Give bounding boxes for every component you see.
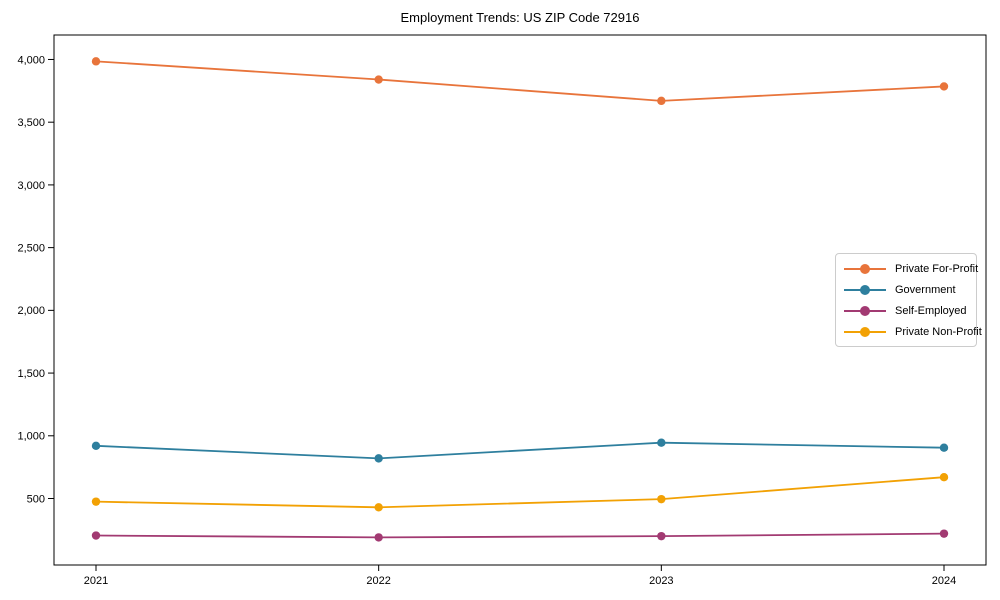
legend-marker <box>844 284 886 295</box>
data-point-marker <box>657 494 666 504</box>
legend-label: Private Non-Profit <box>895 325 982 338</box>
data-point-marker <box>91 57 101 66</box>
data-point-marker <box>939 443 949 452</box>
legend-swatch-dot <box>860 284 870 295</box>
legend-label: Private For-Profit <box>895 262 979 275</box>
series-line <box>95 441 945 460</box>
data-point-marker <box>939 472 949 482</box>
series-line <box>95 476 945 509</box>
y-tick-label: 2,500 <box>17 242 45 254</box>
legend-swatch-dot <box>860 305 870 316</box>
legend-marker <box>844 305 886 316</box>
legend: Private For-Profit Government Self-Employe… <box>835 253 982 347</box>
data-point-marker <box>91 531 101 540</box>
data-point-marker <box>374 533 383 542</box>
data-point-marker <box>657 96 666 106</box>
data-point-marker <box>657 438 666 447</box>
legend-label: Government <box>895 283 956 296</box>
data-point-marker <box>657 531 666 541</box>
legend-item: Government <box>836 281 976 299</box>
chart-title: Employment Trends: US ZIP Code 72916 <box>400 10 640 25</box>
data-point-marker <box>91 497 101 506</box>
x-tick-label: 2021 <box>84 575 108 587</box>
legend-item: Private For-Profit <box>836 260 979 278</box>
x-tick-label: 2024 <box>932 575 956 587</box>
data-point-marker <box>374 454 383 463</box>
legend-marker <box>844 326 886 337</box>
legend-label: Self-Employed <box>895 304 967 317</box>
data-point-marker <box>939 529 949 538</box>
y-tick-label: 3,500 <box>17 117 45 129</box>
data-point-marker <box>939 82 949 91</box>
y-tick-label: 4,000 <box>17 54 45 66</box>
series-line <box>95 532 945 539</box>
legend-marker <box>844 263 886 274</box>
y-tick-label: 500 <box>27 493 45 505</box>
data-point-marker <box>374 75 383 84</box>
plot-frame <box>53 34 987 566</box>
data-point-marker <box>374 503 383 512</box>
y-tick-label: 1,000 <box>17 431 45 443</box>
series-line <box>95 60 945 102</box>
x-tick-label: 2022 <box>366 575 390 587</box>
legend-swatch-dot <box>860 326 870 337</box>
y-tick-label: 1,500 <box>17 368 45 380</box>
legend-item: Private Non-Profit <box>836 323 982 341</box>
legend-item: Self-Employed <box>836 302 976 320</box>
x-tick-label: 2023 <box>649 575 673 587</box>
data-point-marker <box>91 441 101 451</box>
y-tick-label: 2,000 <box>17 305 45 317</box>
y-tick-label: 3,000 <box>17 180 45 192</box>
legend-swatch-dot <box>860 263 870 274</box>
